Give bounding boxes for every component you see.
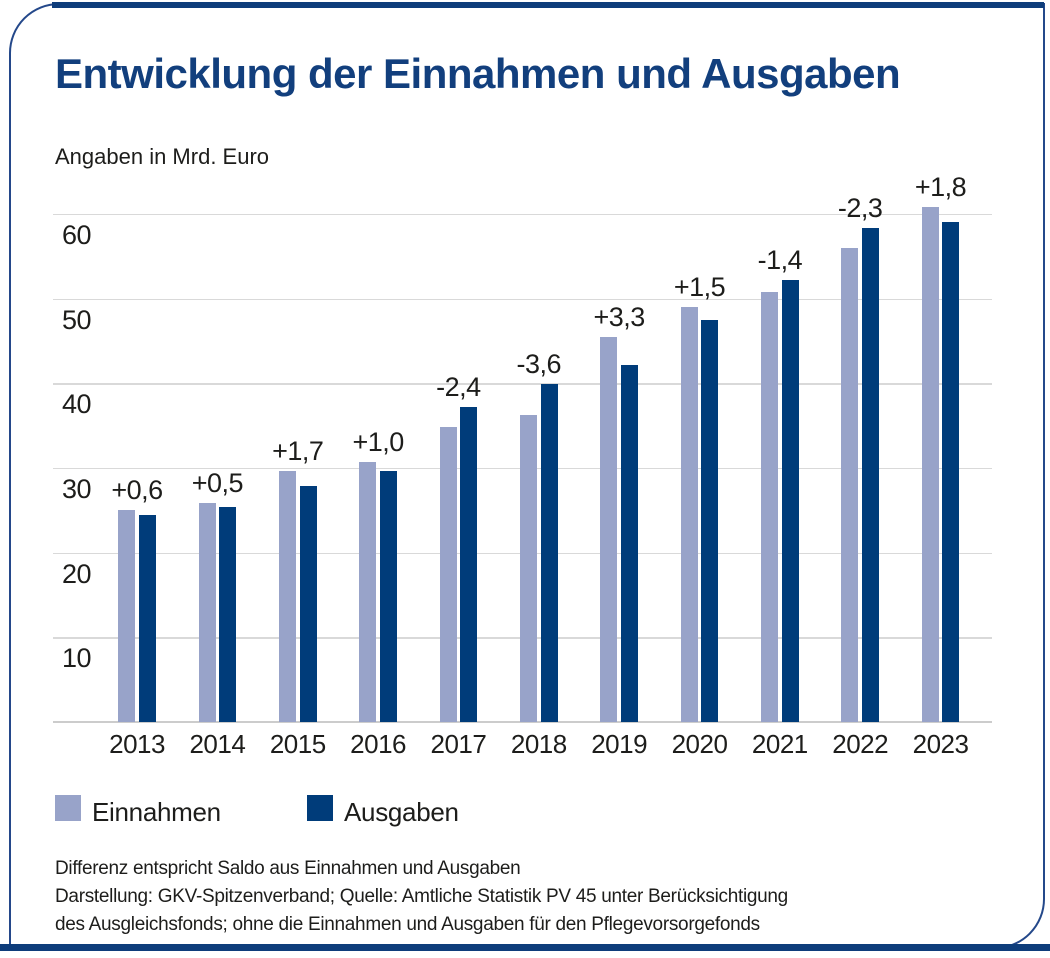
x-tick-label-2020: 2020: [671, 729, 728, 759]
bar-ausgaben-2023: [942, 222, 960, 722]
saldo-label-2018: -3,6: [516, 349, 562, 380]
bar-ausgaben-2020: [701, 319, 719, 722]
x-tick-label-2022: 2022: [832, 729, 889, 759]
bar-ausgaben-2013: [138, 515, 156, 722]
x-tick-label-2019: 2019: [591, 729, 648, 759]
bar-ausgaben-2016: [379, 470, 397, 722]
y-tick-label: 60: [62, 219, 92, 250]
x-tick-label-2018: 2018: [510, 729, 567, 759]
legend-label-ausgaben: Ausgaben: [344, 797, 459, 827]
saldo-label-2016: +1,0: [352, 427, 404, 458]
bottom-accent-bar: [0, 944, 1050, 951]
x-tick-label-2017: 2017: [430, 729, 487, 759]
legend-label-einnahmen: Einnahmen: [92, 797, 221, 827]
page-title: Entwicklung der Einnahmen und Ausgaben: [55, 50, 901, 97]
gridline-50: [53, 298, 992, 301]
bar-einnahmen-2018: [520, 414, 538, 722]
x-tick-label-2023: 2023: [912, 729, 969, 759]
bar-einnahmen-2014: [198, 502, 216, 722]
bar-einnahmen-2013: [118, 510, 136, 722]
y-tick-label: 50: [62, 304, 92, 335]
bar-ausgaben-2017: [460, 407, 478, 722]
y-tick-label: 40: [62, 389, 92, 420]
x-axis-line: [53, 721, 992, 723]
bar-einnahmen-2023: [921, 207, 939, 722]
bar-einnahmen-2017: [439, 427, 457, 722]
footnote-block: Differenz entspricht Saldo aus Einnahmen…: [55, 855, 788, 939]
bar-ausgaben-2022: [861, 228, 879, 722]
x-tick-label-2015: 2015: [269, 729, 326, 759]
saldo-label-2014: +0,5: [191, 467, 244, 498]
bar-einnahmen-2016: [359, 462, 377, 722]
bar-einnahmen-2022: [841, 247, 859, 722]
saldo-label-2021: -1,4: [757, 245, 803, 276]
y-tick-label: 10: [62, 643, 92, 674]
legend-swatch-einnahmen: [55, 795, 81, 821]
footnote-line: Darstellung: GKV-Spitzenverband; Quelle:…: [55, 886, 788, 907]
saldo-label-2022: -2,3: [837, 193, 883, 224]
saldo-label-2020: +1,5: [673, 272, 726, 303]
y-tick-label: 30: [62, 473, 92, 504]
x-tick-label-2013: 2013: [109, 729, 165, 759]
bar-ausgaben-2018: [540, 384, 558, 722]
bar-ausgaben-2019: [620, 364, 638, 722]
x-tick-label-2014: 2014: [189, 729, 246, 759]
footnote-line: Differenz entspricht Saldo aus Einnahmen…: [55, 858, 521, 879]
x-tick-label-2021: 2021: [751, 729, 808, 759]
gridline-60: [53, 213, 992, 216]
bar-einnahmen-2021: [761, 291, 779, 722]
saldo-label-2017: -2,4: [436, 372, 481, 403]
footnote-line: des Ausgleichsfonds; ohne die Einnahmen …: [55, 914, 760, 935]
bar-ausgaben-2014: [219, 506, 237, 722]
saldo-label-2019: +3,3: [593, 301, 645, 332]
bar-einnahmen-2019: [600, 336, 618, 722]
top-accent-bar: [52, 2, 1044, 8]
bar-einnahmen-2020: [680, 307, 698, 722]
unit-note: Angaben in Mrd. Euro: [55, 144, 270, 169]
saldo-label-2023: +1,8: [914, 172, 967, 203]
gridline-40: [53, 383, 992, 385]
x-tick-label-2016: 2016: [350, 729, 407, 759]
y-tick-label: 20: [62, 558, 92, 589]
bar-ausgaben-2021: [781, 280, 799, 722]
bar-einnahmen-2015: [279, 471, 296, 722]
legend-swatch-ausgaben: [307, 795, 333, 821]
bar-ausgaben-2015: [299, 485, 317, 722]
saldo-label-2013: +0,6: [111, 475, 163, 506]
saldo-label-2015: +1,7: [272, 436, 324, 467]
